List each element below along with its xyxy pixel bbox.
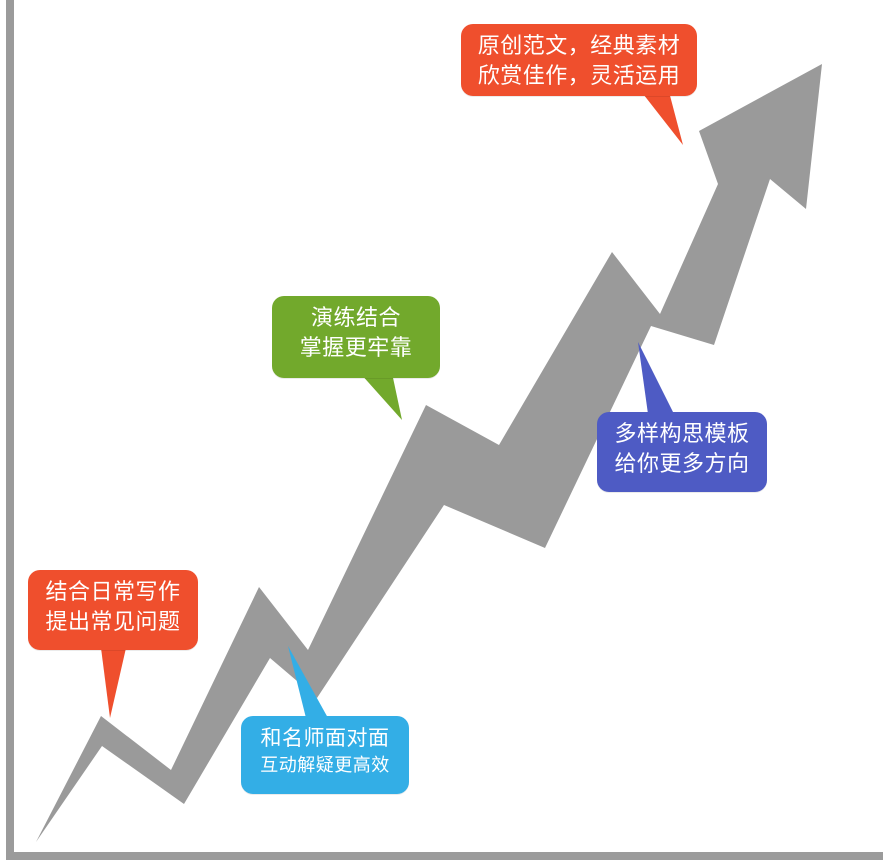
green-callout-tail xyxy=(360,373,402,420)
callout-template-ideas: 多样构思模板 给你更多方向 xyxy=(597,412,767,492)
growth-arrow xyxy=(36,64,822,842)
callout-original-essays: 原创范文，经典素材 欣赏佳作，灵活运用 xyxy=(461,24,697,96)
callout-text-line: 掌握更牢靠 xyxy=(299,336,413,361)
callout-practice-combination: 演练结合 掌握更牢靠 xyxy=(272,296,440,378)
bottom-axis xyxy=(6,852,883,860)
callout-text-line: 结合日常写作 xyxy=(45,580,181,605)
left-axis xyxy=(6,0,14,860)
callout-text-line: 和名师面对面 xyxy=(260,726,390,750)
callout-daily-writing: 结合日常写作 提出常见问题 xyxy=(28,570,198,650)
callout-text-line: 多样构思模板 xyxy=(614,422,750,447)
callout-text-line: 提出常见问题 xyxy=(45,610,181,635)
left-orange-callout-tail xyxy=(101,648,126,718)
blue-callout-tail xyxy=(638,342,674,414)
callout-text-line: 演练结合 xyxy=(310,306,401,331)
callout-text-line: 原创范文，经典素材 xyxy=(477,34,681,59)
callout-text-line: 互动解疑更高效 xyxy=(260,755,390,776)
callout-text-line: 给你更多方向 xyxy=(614,452,750,477)
cyan-callout-tail xyxy=(288,646,328,718)
callout-teacher-interaction: 和名师面对面 互动解疑更高效 xyxy=(241,716,409,794)
callout-text-line: 欣赏佳作，灵活运用 xyxy=(477,64,681,89)
top-right-callout-tail xyxy=(640,88,683,145)
